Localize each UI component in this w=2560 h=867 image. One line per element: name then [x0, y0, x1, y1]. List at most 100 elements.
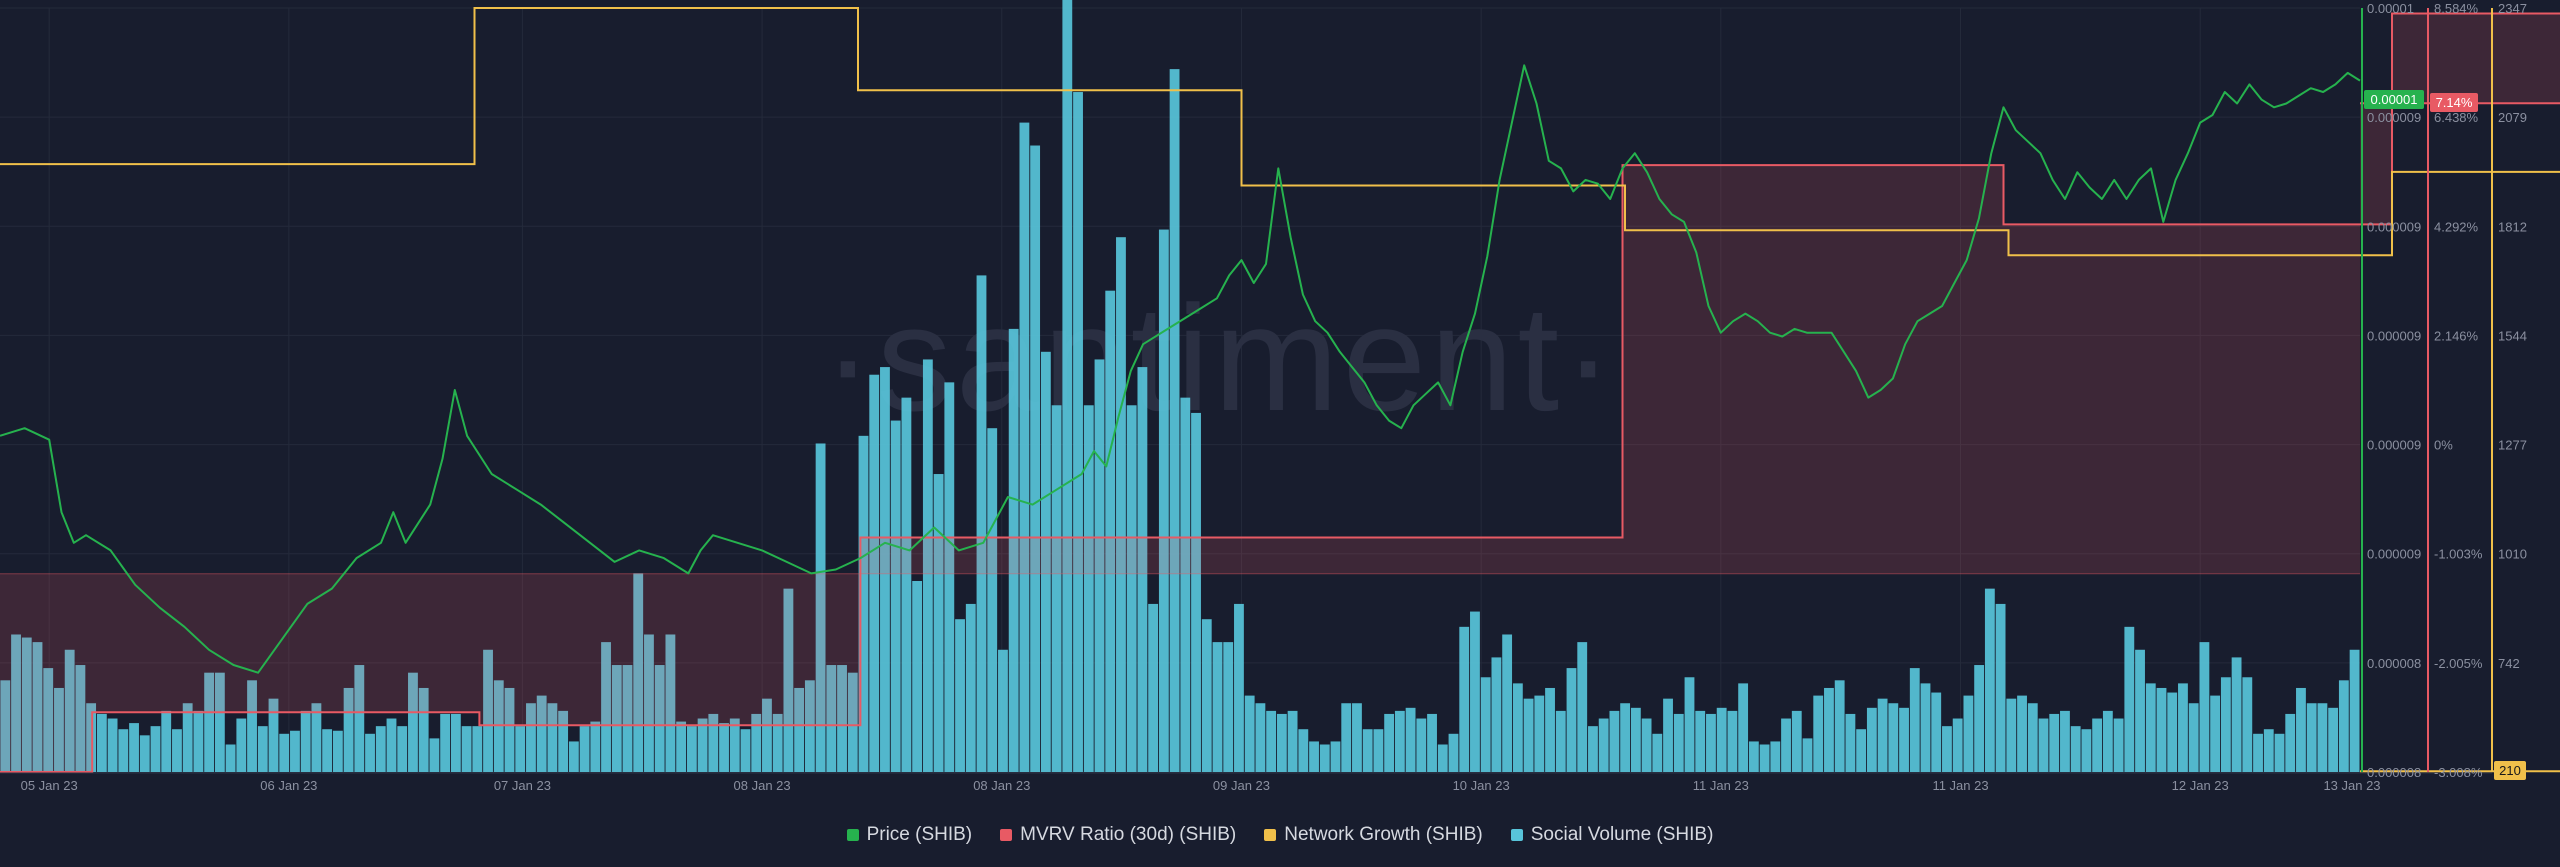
social-volume-bar: [633, 573, 644, 772]
social-volume-bar: [322, 729, 333, 772]
social-volume-bar: [1663, 698, 1673, 772]
legend-label-mvrv: MVRV Ratio (30d) (SHIB): [1020, 824, 1237, 845]
social-volume-bar: [826, 665, 837, 772]
social-volume-bar: [1459, 626, 1470, 772]
legend-label-price: Price (SHIB): [866, 824, 973, 845]
social-volume-bar: [1266, 710, 1277, 772]
social-volume-bar: [21, 637, 32, 772]
social-volume-bar: [129, 723, 139, 772]
social-volume-bar: [268, 698, 279, 772]
social-volume-bar: [1083, 405, 1094, 772]
social-volume-bar: [440, 713, 451, 772]
social-volume-bar: [1437, 744, 1448, 772]
social-volume-bar: [1512, 683, 1523, 772]
social-volume-bar: [526, 703, 536, 772]
social-volume-bar: [408, 672, 418, 772]
legend-label-network-growth: Network Growth (SHIB): [1284, 824, 1483, 845]
social-volume-bar: [1995, 603, 2006, 772]
social-volume-bar: [955, 619, 965, 772]
legend: Price (SHIB) MVRV Ratio (30d) (SHIB) Net…: [0, 820, 2560, 850]
social-volume-bar: [998, 649, 1008, 772]
social-volume-bar: [2296, 687, 2306, 772]
social-volume-bar: [1352, 703, 1362, 772]
social-volume-bar: [247, 680, 257, 772]
legend-item-network-growth[interactable]: Network Growth (SHIB): [1264, 824, 1483, 846]
social-volume-bar: [1287, 710, 1298, 772]
price-tick-label: 0.000009: [2367, 219, 2421, 234]
social-volume-bar: [987, 428, 998, 772]
social-volume-bar: [1470, 611, 1480, 772]
social-volume-bar: [1169, 69, 1180, 773]
x-tick-label: 12 Jan 23: [2172, 778, 2229, 793]
social-volume-bar: [622, 665, 633, 772]
price-axis-ticks: 0.00001 0.000009 0.000009 0.000009 0.000009 0…: [2367, 1, 2421, 780]
legend-swatch-mvrv: [1000, 829, 1013, 841]
social-volume-bar: [1040, 351, 1051, 772]
social-volume-bar: [1201, 619, 1212, 772]
mvrv-series: [0, 12, 2560, 773]
social-volume-bar: [2049, 713, 2060, 772]
social-volume-bar: [1759, 744, 1770, 772]
social-volume-bar: [11, 634, 21, 772]
mvrv-tick-label: 4.292%: [2434, 219, 2479, 234]
social-volume-bar: [783, 588, 794, 772]
legend-item-mvrv[interactable]: MVRV Ratio (30d) (SHIB): [1000, 824, 1236, 846]
social-volume-bar: [343, 687, 354, 772]
x-tick-label: 11 Jan 23: [1932, 778, 1988, 793]
social-volume-bar: [1727, 710, 1738, 772]
social-volume-bar: [2263, 729, 2274, 772]
mvrv-current-label: 7.14%: [2436, 95, 2473, 110]
social-volume-bar: [1116, 237, 1126, 772]
x-tick-label: 09 Jan 23: [1213, 778, 1270, 793]
social-volume-bar: [236, 718, 247, 772]
social-volume-bar: [1931, 692, 1942, 772]
social-volume-bar: [2070, 726, 2081, 772]
social-volume-bar: [1609, 710, 1620, 772]
mvrv-line: [0, 12, 2560, 773]
social-volume-bar: [547, 703, 558, 772]
x-tick-label: 06 Jan 23: [260, 778, 317, 793]
social-volume-bar: [1899, 707, 1909, 772]
social-volume-bar: [686, 726, 697, 772]
social-volume-bar: [2135, 649, 2145, 772]
social-volume-bar: [461, 726, 472, 772]
watermark-text: ·santiment·: [823, 274, 1617, 442]
mvrv-tick-label: 8.584%: [2434, 1, 2479, 16]
social-volume-bar: [300, 710, 311, 772]
social-volume-bar: [2328, 707, 2339, 772]
social-volume-bar: [1062, 0, 1073, 773]
network-growth-tick-label: 2347: [2498, 1, 2527, 16]
social-volume-bar: [1158, 229, 1169, 772]
mvrv-tick-label: -3.008%: [2434, 765, 2483, 780]
social-volume-bar: [1276, 713, 1287, 772]
price-tick-label: 0.000008: [2367, 656, 2421, 671]
social-volume-bar: [1856, 729, 1867, 772]
x-tick-label: 08 Jan 23: [734, 778, 791, 793]
social-volume-bar: [1480, 677, 1491, 772]
mvrv-tick-label: -1.003%: [2434, 547, 2483, 562]
social-volume-bar: [1963, 695, 1974, 772]
social-volume-bar: [2092, 718, 2103, 772]
social-volume-bar: [1620, 703, 1631, 772]
social-volume-bar: [1416, 718, 1427, 772]
social-volume-bar: [1523, 698, 1534, 772]
social-volume-bar: [2102, 710, 2113, 772]
legend-item-price[interactable]: Price (SHIB): [846, 824, 973, 846]
social-volume-bar: [772, 713, 783, 772]
social-volume-bar: [1555, 710, 1566, 772]
network-growth-axis-ticks: 234720791812154412771010742475: [2498, 1, 2527, 780]
social-volume-bar: [1223, 642, 1234, 772]
social-volume-bar: [1673, 713, 1684, 772]
social-volume-bar: [1716, 707, 1727, 772]
legend-item-social-volume[interactable]: Social Volume (SHIB): [1510, 824, 1713, 846]
social-volume-bar: [1834, 680, 1845, 772]
network-growth-tick-label: 1544: [2498, 328, 2527, 343]
price-tick-label: 0.000009: [2367, 328, 2421, 343]
social-volume-bar: [1030, 145, 1041, 772]
network-growth-line: [0, 7, 2560, 773]
social-volume-bar: [1051, 405, 1062, 772]
social-volume-bar: [2306, 703, 2317, 772]
social-volume-bar: [944, 382, 955, 772]
social-volume-bar: [815, 443, 826, 772]
